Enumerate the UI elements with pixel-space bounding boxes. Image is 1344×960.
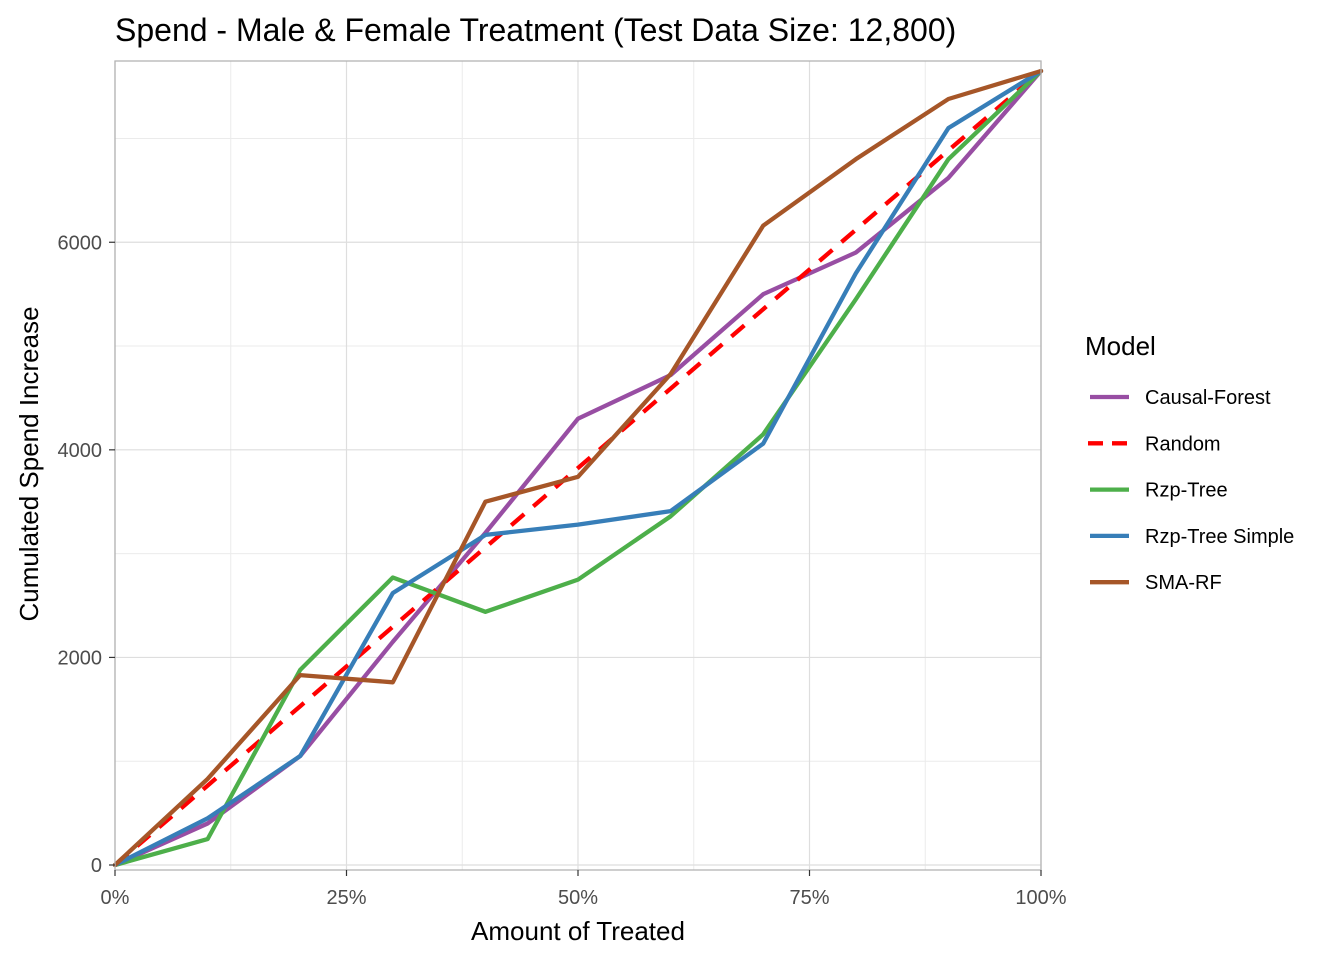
legend-label: Causal-Forest: [1145, 387, 1271, 409]
legend-title: Model: [1085, 331, 1156, 361]
x-tick-label: 25%: [326, 887, 366, 909]
x-tick-label: 100%: [1015, 887, 1066, 909]
y-axis-ticks: 0 2000 4000 6000: [58, 232, 115, 877]
x-axis-title: Amount of Treated: [471, 916, 685, 946]
legend-label: Rzp-Tree Simple: [1145, 526, 1294, 548]
series-line-sma-rf: [112, 68, 1044, 868]
legend-items: Causal-Forest Random Rzp-Tree Rzp-Tree Simp…: [1088, 387, 1294, 594]
x-tick-label: 75%: [789, 887, 829, 909]
y-tick-label: 4000: [58, 440, 103, 462]
chart-title: Spend - Male & Female Treatment (Test Da…: [115, 12, 956, 48]
y-tick-label: 6000: [58, 232, 103, 254]
legend-label: SMA-RF: [1145, 572, 1222, 594]
series-layer: [112, 68, 1044, 868]
y-axis-title: Cumulated Spend Increase: [14, 306, 44, 621]
legend-label: Random: [1145, 433, 1221, 455]
series-line-random: [113, 69, 1043, 867]
y-tick-label: 2000: [58, 647, 103, 669]
x-axis-ticks: 0% 25% 50% 75% 100%: [101, 870, 1067, 909]
series-line-rzp-tree: [112, 68, 1044, 868]
x-tick-label: 0%: [101, 887, 130, 909]
legend-label: Rzp-Tree: [1145, 480, 1228, 502]
legend: Model Causal-Forest Random Rzp-Tree Rzp-Tre…: [1085, 331, 1294, 594]
series-line-rzp-tree-simple: [112, 68, 1044, 868]
x-tick-label: 50%: [558, 887, 598, 909]
y-tick-label: 0: [91, 855, 102, 877]
